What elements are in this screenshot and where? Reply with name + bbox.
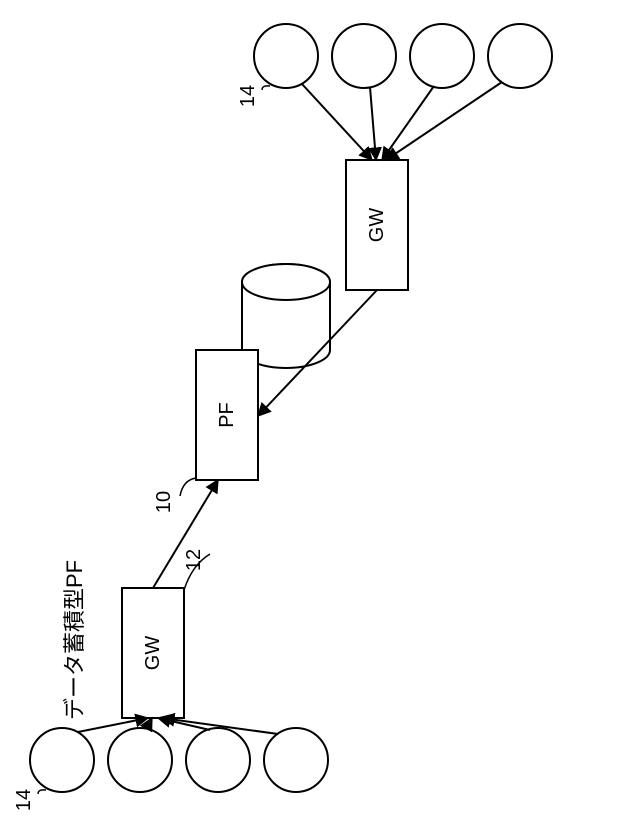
left-device-1 bbox=[108, 728, 172, 792]
left-device-2 bbox=[186, 728, 250, 792]
gw-left-node-ref-label: 12 bbox=[183, 549, 205, 571]
pf-node-label: PF bbox=[216, 402, 238, 428]
edge-6 bbox=[302, 84, 372, 160]
gw-left-node-label: GW bbox=[142, 636, 164, 671]
edge-8 bbox=[382, 86, 434, 160]
edge-9 bbox=[386, 82, 502, 160]
diagram-canvas: PF 10 GW 12 GW 14 14 データ蓄積型PF bbox=[0, 0, 640, 822]
pf-node-ref-leader bbox=[180, 478, 196, 496]
database-cylinder-top bbox=[242, 264, 330, 300]
right-device-3 bbox=[488, 24, 552, 88]
left-device-0-ref-label: 14 bbox=[13, 789, 35, 811]
right-device-0-ref-leader bbox=[262, 86, 270, 90]
diagram-title: データ蓄積型PF bbox=[62, 560, 87, 720]
left-device-0 bbox=[30, 728, 94, 792]
left-device-0-ref-leader bbox=[38, 790, 46, 794]
right-device-0 bbox=[254, 24, 318, 88]
edge-3 bbox=[146, 718, 152, 729]
right-device-2 bbox=[410, 24, 474, 88]
gw-right-node-label: GW bbox=[366, 208, 388, 243]
edge-7 bbox=[370, 87, 376, 160]
right-device-1 bbox=[332, 24, 396, 88]
left-device-3 bbox=[264, 728, 328, 792]
pf-node-ref-label: 10 bbox=[153, 491, 175, 513]
right-device-0-ref-label: 14 bbox=[237, 85, 259, 107]
